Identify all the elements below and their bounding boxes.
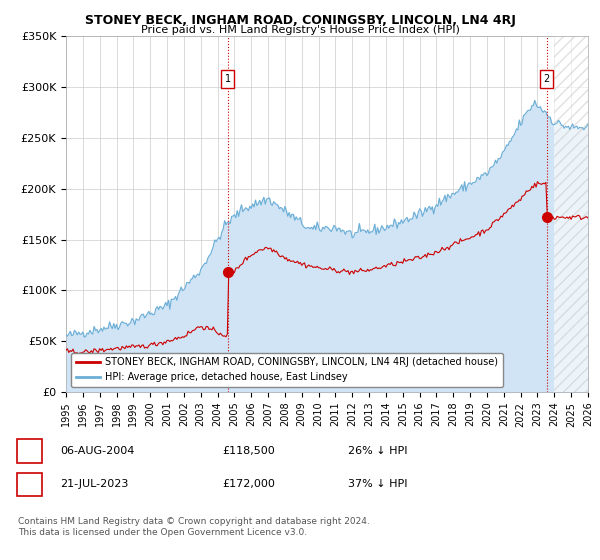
Text: 37% ↓ HPI: 37% ↓ HPI <box>348 479 407 489</box>
FancyBboxPatch shape <box>540 70 553 88</box>
Text: Contains HM Land Registry data © Crown copyright and database right 2024.: Contains HM Land Registry data © Crown c… <box>18 516 370 526</box>
Text: 06-AUG-2004: 06-AUG-2004 <box>60 446 134 456</box>
FancyBboxPatch shape <box>221 70 235 88</box>
Text: 21-JUL-2023: 21-JUL-2023 <box>60 479 128 489</box>
Text: Price paid vs. HM Land Registry's House Price Index (HPI): Price paid vs. HM Land Registry's House … <box>140 25 460 35</box>
Text: This data is licensed under the Open Government Licence v3.0.: This data is licensed under the Open Gov… <box>18 528 307 537</box>
Legend: STONEY BECK, INGHAM ROAD, CONINGSBY, LINCOLN, LN4 4RJ (detached house), HPI: Ave: STONEY BECK, INGHAM ROAD, CONINGSBY, LIN… <box>71 353 503 387</box>
Text: 2: 2 <box>26 479 33 489</box>
Text: 1: 1 <box>224 74 231 84</box>
Text: 2: 2 <box>544 74 550 84</box>
Text: £118,500: £118,500 <box>222 446 275 456</box>
Text: STONEY BECK, INGHAM ROAD, CONINGSBY, LINCOLN, LN4 4RJ: STONEY BECK, INGHAM ROAD, CONINGSBY, LIN… <box>85 14 515 27</box>
Text: 26% ↓ HPI: 26% ↓ HPI <box>348 446 407 456</box>
Text: £172,000: £172,000 <box>222 479 275 489</box>
Text: 1: 1 <box>26 446 33 456</box>
